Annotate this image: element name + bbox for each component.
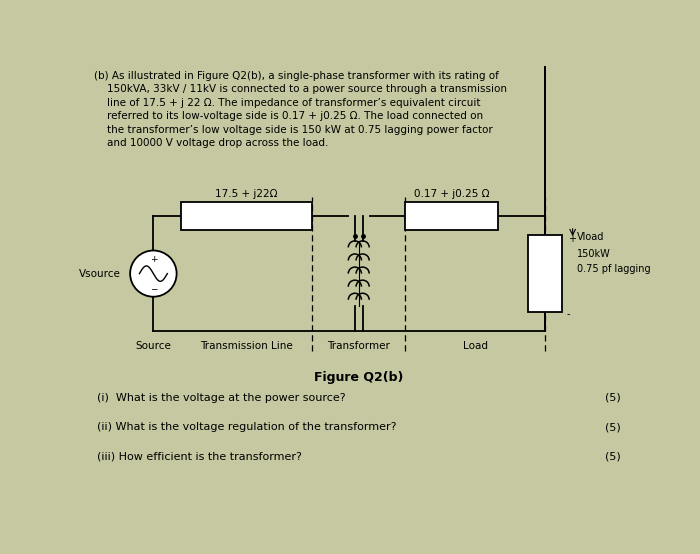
Text: -: - [566, 309, 570, 319]
Text: Source: Source [135, 341, 172, 351]
Text: −: − [150, 285, 157, 294]
Text: 0.17 + j0.25 Ω: 0.17 + j0.25 Ω [414, 189, 489, 199]
Text: Vsource: Vsource [79, 269, 121, 279]
Text: Transmission Line: Transmission Line [200, 341, 293, 351]
Text: (b) As illustrated in Figure Q2(b), a single-phase transformer with its rating o: (b) As illustrated in Figure Q2(b), a si… [94, 71, 507, 148]
Text: +: + [568, 234, 576, 244]
Text: (iii) How efficient is the transformer?: (iii) How efficient is the transformer? [97, 452, 302, 461]
Text: 17.5 + j22Ω: 17.5 + j22Ω [215, 189, 278, 199]
Bar [405, 202, 498, 230]
Text: (i)  What is the voltage at the power source?: (i) What is the voltage at the power sou… [97, 393, 345, 403]
Text: (5): (5) [605, 452, 621, 461]
Text: (5): (5) [605, 422, 621, 432]
Bar [528, 235, 562, 312]
Circle shape [130, 250, 176, 297]
Bar [181, 202, 312, 230]
Text: Vload: Vload [578, 232, 605, 242]
Text: 150kW: 150kW [578, 249, 611, 259]
Text: +: + [150, 255, 157, 264]
Text: Load: Load [463, 341, 487, 351]
Text: 0.75 pf lagging: 0.75 pf lagging [578, 264, 651, 274]
Text: (ii) What is the voltage regulation of the transformer?: (ii) What is the voltage regulation of t… [97, 422, 396, 432]
Text: Transformer: Transformer [328, 341, 390, 351]
Text: Figure Q2(b): Figure Q2(b) [314, 371, 403, 384]
Text: (5): (5) [605, 393, 621, 403]
